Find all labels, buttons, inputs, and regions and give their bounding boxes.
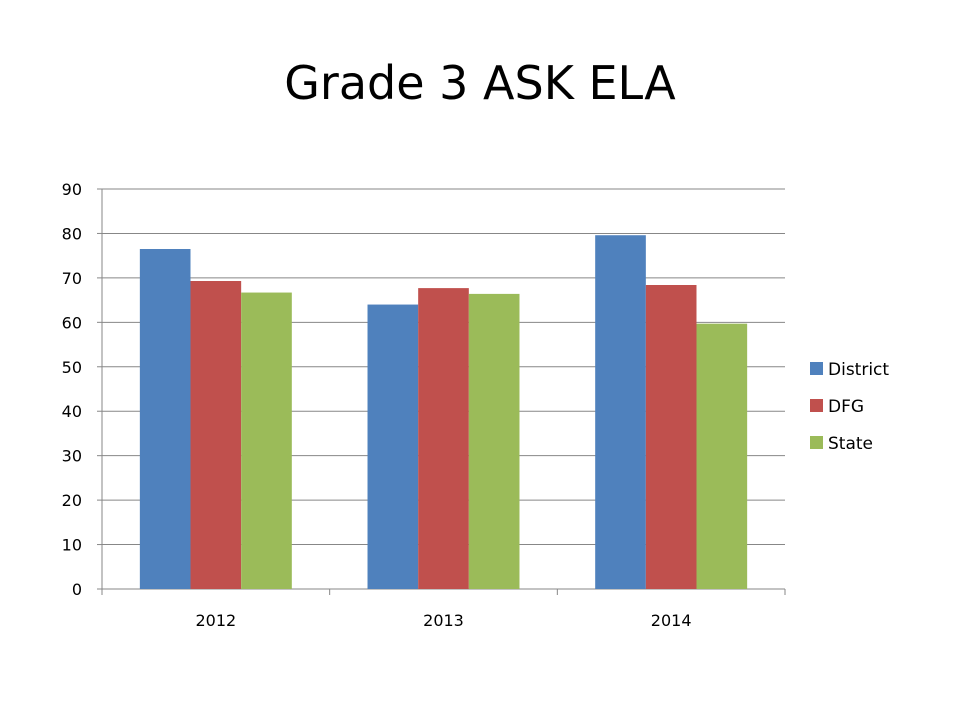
legend-swatch-district [810,362,823,375]
bar-district-2014 [595,235,646,589]
bars [139,235,748,589]
legend-swatch-state [810,436,823,449]
tick-labels: 0 10 20 30 40 50 60 70 80 90 2012 2013 2014 [62,180,692,630]
bar-state-2012 [241,292,292,589]
x-tick-label: 2012 [195,611,236,630]
bar-district-2013 [367,304,419,589]
legend-label-district: District [828,360,889,380]
y-tick-label: 30 [62,447,82,466]
legend-label-dfg: DFG [828,397,864,417]
y-tick-label: 20 [62,491,82,510]
bar-dfg-2013 [418,288,469,589]
y-tick-label: 70 [62,269,82,288]
y-tick-label: 80 [62,224,82,243]
y-tick-label: 50 [62,358,82,377]
x-tick-label: 2013 [423,611,464,630]
y-tick-label: 60 [62,313,82,332]
legend-label-state: State [828,434,873,454]
x-tick-label: 2014 [651,611,692,630]
bar-district-2012 [139,249,191,589]
y-tick-label: 0 [72,580,82,599]
y-tick-label: 90 [62,180,82,199]
bar-state-2014 [696,323,748,589]
y-tick-label: 10 [62,536,82,555]
legend: District DFG State [810,360,889,454]
bar-dfg-2012 [190,281,242,589]
bar-dfg-2014 [645,285,697,589]
y-tick-label: 40 [62,402,82,421]
legend-swatch-dfg [810,399,823,412]
chart-title: Grade 3 ASK ELA [284,56,676,110]
bar-state-2013 [468,293,520,589]
